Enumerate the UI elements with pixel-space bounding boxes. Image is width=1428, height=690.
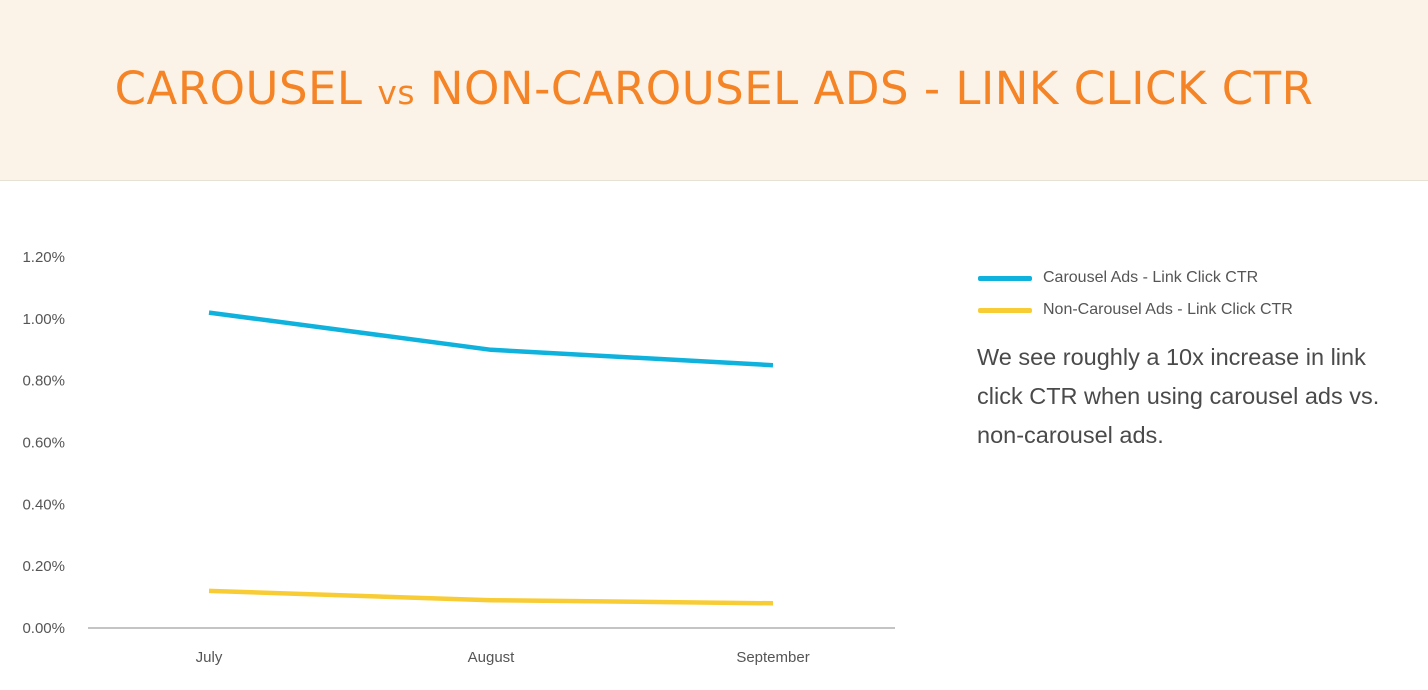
title-part-2: NON-CAROUSEL ADS - LINK CLICK CTR [415, 62, 1314, 115]
y-axis: 0.00% 0.20% 0.40% 0.60% 0.80% 1.00% 1.20% [22, 249, 65, 637]
x-tick-label: August [468, 649, 516, 666]
legend-label-non-carousel: Non-Carousel Ads - Link Click CTR [1043, 301, 1293, 318]
series-line-non-carousel [208, 588, 774, 606]
y-tick-label: 1.20% [22, 249, 65, 266]
series-layer [208, 310, 774, 606]
x-tick-label: July [196, 649, 223, 666]
x-tick-label: September [736, 649, 809, 666]
y-tick-label: 1.00% [22, 311, 65, 328]
legend-item-carousel: Carousel Ads - Link Click CTR [978, 262, 1418, 294]
y-tick-label: 0.60% [22, 435, 65, 452]
insight-note: We see roughly a 10x increase in link cl… [977, 344, 1380, 448]
page-title: CAROUSEL vs NON-CAROUSEL ADS - LINK CLIC… [0, 62, 1428, 115]
legend-swatch-carousel [978, 275, 1032, 281]
line-chart: 0.00% 0.20% 0.40% 0.60% 0.80% 1.00% 1.20% July… [22, 249, 895, 666]
legend-label-carousel: Carousel Ads - Link Click CTR [1043, 269, 1259, 286]
y-tick-label: 0.00% [22, 620, 65, 637]
title-vs: vs [377, 73, 416, 112]
header-band: CAROUSEL vs NON-CAROUSEL ADS - LINK CLIC… [0, 0, 1428, 181]
y-tick-label: 0.80% [22, 373, 65, 390]
legend-item-non-carousel: Non-Carousel Ads - Link Click CTR [978, 294, 1418, 326]
legend: Carousel Ads - Link Click CTR Non-Carous… [978, 262, 1418, 326]
x-axis: July August September [88, 627, 895, 666]
legend-swatch-non-carousel [978, 307, 1032, 313]
title-part-1: CAROUSEL [114, 62, 378, 115]
y-tick-label: 0.20% [22, 558, 65, 575]
y-tick-label: 0.40% [22, 496, 65, 513]
series-line-carousel [208, 310, 774, 368]
